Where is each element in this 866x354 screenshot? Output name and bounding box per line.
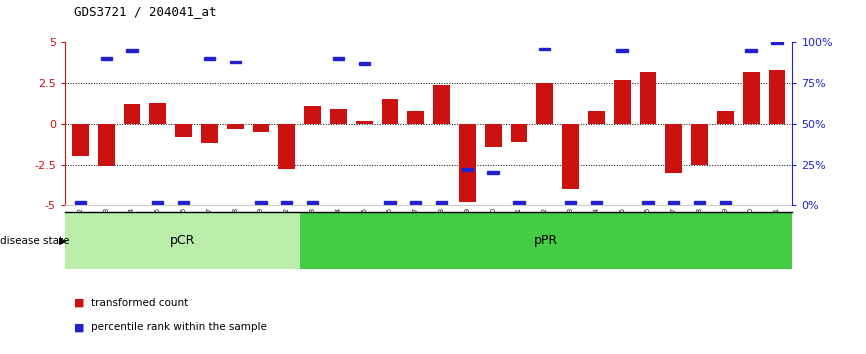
- Bar: [488, 171, 499, 174]
- Text: pCR: pCR: [170, 234, 195, 247]
- Bar: [333, 57, 344, 60]
- Text: percentile rank within the sample: percentile rank within the sample: [91, 322, 267, 332]
- Bar: [356, 121, 372, 124]
- Bar: [307, 201, 319, 204]
- Bar: [278, 124, 295, 170]
- Bar: [691, 124, 708, 165]
- Bar: [720, 201, 731, 204]
- Bar: [74, 201, 86, 204]
- Bar: [300, 212, 792, 269]
- Bar: [433, 85, 450, 124]
- Bar: [255, 201, 267, 204]
- Bar: [591, 201, 602, 204]
- Bar: [204, 57, 215, 60]
- Bar: [565, 201, 576, 204]
- Bar: [436, 201, 447, 204]
- Bar: [229, 61, 241, 63]
- Bar: [124, 104, 140, 124]
- Bar: [227, 124, 243, 129]
- Bar: [717, 111, 734, 124]
- Bar: [175, 124, 192, 137]
- Bar: [643, 201, 654, 204]
- Text: pPR: pPR: [534, 234, 558, 247]
- Bar: [768, 70, 785, 124]
- Bar: [588, 111, 604, 124]
- Bar: [304, 106, 321, 124]
- Bar: [614, 80, 630, 124]
- Bar: [150, 103, 166, 124]
- Bar: [462, 168, 473, 171]
- Bar: [640, 72, 656, 124]
- Bar: [562, 124, 579, 189]
- Bar: [485, 124, 501, 147]
- Bar: [694, 201, 705, 204]
- Bar: [410, 201, 422, 204]
- Bar: [746, 49, 757, 52]
- Bar: [743, 72, 759, 124]
- Text: ▶: ▶: [59, 236, 67, 246]
- Bar: [665, 124, 682, 173]
- Bar: [281, 201, 293, 204]
- Bar: [359, 62, 370, 65]
- Bar: [330, 109, 346, 124]
- Text: disease state: disease state: [0, 236, 69, 246]
- Bar: [772, 41, 783, 44]
- Bar: [72, 124, 89, 156]
- Bar: [100, 57, 112, 60]
- Bar: [178, 201, 190, 204]
- Bar: [617, 49, 628, 52]
- Text: GDS3721 / 204041_at: GDS3721 / 204041_at: [74, 5, 216, 18]
- Bar: [459, 124, 475, 202]
- Bar: [511, 124, 527, 142]
- Bar: [201, 124, 217, 143]
- Bar: [668, 201, 680, 204]
- Bar: [126, 49, 138, 52]
- Bar: [253, 124, 269, 132]
- Bar: [536, 83, 553, 124]
- Bar: [152, 201, 164, 204]
- Bar: [539, 47, 551, 51]
- Text: ■: ■: [74, 298, 84, 308]
- Bar: [385, 201, 396, 204]
- Bar: [382, 99, 398, 124]
- Bar: [514, 201, 525, 204]
- Bar: [407, 111, 424, 124]
- Bar: [98, 124, 114, 166]
- Bar: [65, 212, 300, 269]
- Text: ■: ■: [74, 322, 84, 332]
- Text: transformed count: transformed count: [91, 298, 188, 308]
